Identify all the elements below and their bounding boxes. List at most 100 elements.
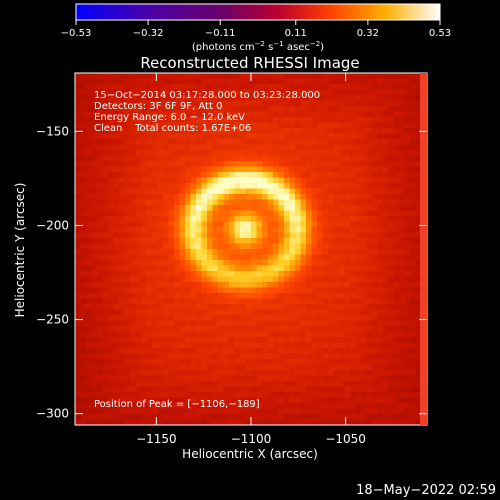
heatmap-cell: [124, 392, 131, 398]
heatmap-cell: [75, 221, 81, 228]
heatmap-cell: [102, 216, 109, 222]
heatmap-cell: [223, 364, 230, 371]
heatmap-cell: [240, 249, 246, 255]
heatmap-cell: [119, 84, 125, 90]
heatmap-cell: [311, 183, 318, 189]
heatmap-cell: [245, 287, 252, 294]
heatmap-cell: [311, 199, 318, 206]
heatmap-cell: [185, 249, 191, 255]
heatmap-cell: [350, 260, 356, 266]
heatmap-cell: [179, 73, 186, 79]
heatmap-cell: [196, 188, 202, 195]
heatmap-cell: [289, 144, 296, 151]
heatmap-cell: [333, 199, 340, 206]
heatmap-cell: [141, 397, 147, 404]
heatmap-cell: [97, 320, 103, 327]
heatmap-cell: [223, 309, 230, 316]
heatmap-cell: [372, 117, 378, 123]
heatmap-cell: [163, 78, 169, 85]
heatmap-cell: [372, 122, 378, 129]
heatmap-cell: [80, 144, 87, 151]
heatmap-cell: [383, 183, 389, 189]
heatmap-cell: [218, 177, 224, 184]
heatmap-cell: [322, 392, 329, 398]
heatmap-cell: [416, 326, 422, 332]
heatmap-cell: [91, 304, 98, 310]
heatmap-cell: [328, 337, 334, 343]
heatmap-cell: [174, 370, 180, 376]
heatmap-cell: [399, 199, 406, 206]
heatmap-cell: [113, 370, 120, 376]
heatmap-cell: [223, 342, 230, 349]
heatmap-cell: [240, 78, 246, 85]
heatmap-cell: [388, 408, 395, 415]
heatmap-cell: [75, 177, 81, 184]
heatmap-cell: [108, 309, 114, 316]
heatmap-cell: [366, 78, 373, 85]
heatmap-cell: [212, 414, 219, 420]
heatmap-cell: [361, 133, 367, 140]
heatmap-cell: [91, 166, 98, 173]
heatmap-cell: [278, 177, 285, 184]
heatmap-cell: [157, 370, 164, 376]
heatmap-cell: [377, 166, 384, 173]
heatmap-cell: [383, 117, 389, 123]
heatmap-cell: [146, 364, 153, 371]
heatmap-cell: [251, 326, 257, 332]
heatmap-cell: [372, 221, 378, 228]
heatmap-cell: [405, 375, 411, 382]
heatmap-cell: [207, 106, 213, 112]
heatmap-cell: [267, 238, 274, 244]
heatmap-cell: [350, 188, 356, 195]
heatmap-cell: [157, 419, 164, 426]
heatmap-cell: [416, 216, 422, 222]
heatmap-cell: [207, 243, 213, 250]
heatmap-cell: [377, 172, 384, 178]
heatmap-cell: [218, 232, 224, 239]
heatmap-cell: [240, 205, 246, 211]
heatmap-cell: [190, 177, 197, 184]
heatmap-cell: [113, 392, 120, 398]
heatmap-cell: [306, 128, 312, 134]
heatmap-cell: [377, 276, 384, 283]
heatmap-cell: [284, 183, 290, 189]
heatmap-cell: [416, 370, 422, 376]
heatmap-cell: [317, 95, 323, 101]
heatmap-cell: [223, 414, 230, 420]
heatmap-cell: [163, 276, 169, 283]
heatmap-cell: [394, 353, 400, 360]
heatmap-cell: [284, 386, 290, 393]
heatmap-cell: [344, 177, 351, 184]
heatmap-cell: [179, 122, 186, 129]
heatmap-cell: [223, 232, 230, 239]
heatmap-cell: [361, 381, 367, 387]
heatmap-cell: [322, 73, 329, 79]
heatmap-cell: [130, 249, 136, 255]
heatmap-cell: [119, 271, 125, 277]
heatmap-cell: [245, 331, 252, 338]
heatmap-cell: [97, 298, 103, 305]
heatmap-cell: [174, 353, 180, 360]
heatmap-cell: [80, 221, 87, 228]
heatmap-cell: [256, 100, 263, 107]
heatmap-cell: [179, 408, 186, 415]
heatmap-cell: [86, 309, 92, 316]
heatmap-cell: [273, 342, 279, 349]
heatmap-cell: [416, 139, 422, 145]
heatmap-cell: [355, 320, 362, 327]
heatmap-cell: [295, 106, 301, 112]
heatmap-cell: [306, 117, 312, 123]
heatmap-cell: [152, 161, 158, 167]
heatmap-cell: [124, 414, 131, 420]
colorbar-tick-label: −0.53: [61, 28, 92, 39]
heatmap-cell: [256, 282, 263, 288]
heatmap-cell: [168, 243, 175, 250]
heatmap-cell: [306, 276, 312, 283]
heatmap-cell: [410, 166, 417, 173]
heatmap-cell: [251, 166, 257, 173]
heatmap-cell: [86, 84, 92, 90]
heatmap-cell: [190, 331, 197, 338]
heatmap-cell: [344, 392, 351, 398]
heatmap-cell: [229, 199, 235, 206]
